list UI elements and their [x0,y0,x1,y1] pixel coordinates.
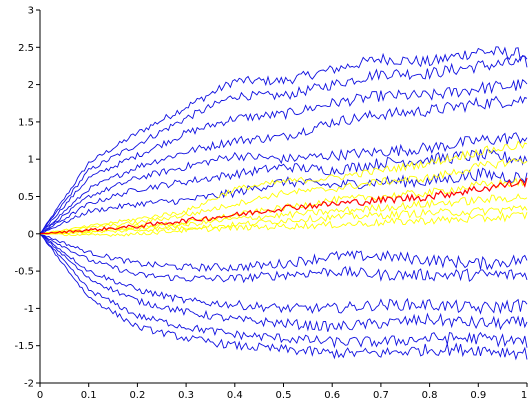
series-line-blue-2 [39,79,528,235]
x-tick-label: 0.4 [227,390,243,401]
series-line-blue-9 [39,233,528,315]
y-tick-label: 1.5 [18,117,34,128]
y-tick-label: -1.5 [14,341,34,352]
series-line-yellow-17 [39,205,528,235]
x-tick-label: 1 [521,390,527,401]
x-tick-label: 0.6 [324,390,340,401]
y-tick-label: 3 [28,6,34,17]
x-tick-label: 0.9 [470,390,486,401]
series-line-yellow-16 [39,193,528,235]
series-line-blue-3 [39,95,528,235]
x-tick-label: 0.8 [422,390,438,401]
series-line-blue-7 [39,233,528,272]
x-tick-label: 0.7 [373,390,389,401]
y-tick-label: 2.5 [18,43,34,54]
x-tick-label: 0.1 [81,390,97,401]
series-line-yellow-14 [39,158,528,235]
series-line-yellow-18 [40,212,528,237]
series-line-blue-8 [39,233,528,284]
x-tick-label: 0.3 [178,390,194,401]
y-tick-label: -0.5 [14,267,34,278]
y-tick-label: 0 [28,229,34,240]
y-tick-label: 1 [28,155,34,166]
x-tick-label: 0 [37,390,43,401]
series-line-blue-4 [39,132,528,235]
series-line-blue-11 [39,233,528,349]
x-tick-label: 0.2 [129,390,145,401]
y-tick-label: -1 [24,304,34,315]
series-line-blue-10 [39,233,528,332]
series-line-blue-0 [39,46,528,235]
series-line-red-19 [39,177,528,235]
series-line-blue-1 [39,55,528,235]
y-tick-label: -2 [24,379,34,390]
series-layer [39,46,528,361]
y-tick-label: 0.5 [18,192,34,203]
x-tick-label: 0.5 [276,390,292,401]
axes: -2 -1.5 -1 -0.5 0 0.5 1 1.5 2 2.5 3 0 0.1 0.2 0.3 0.4 0.… [14,6,528,401]
y-tick-label: 2 [28,80,34,91]
series-line-blue-5 [39,149,528,235]
series-line-yellow-13 [39,140,528,235]
series-line-blue-6 [39,167,528,235]
series-line-blue-12 [39,233,528,361]
